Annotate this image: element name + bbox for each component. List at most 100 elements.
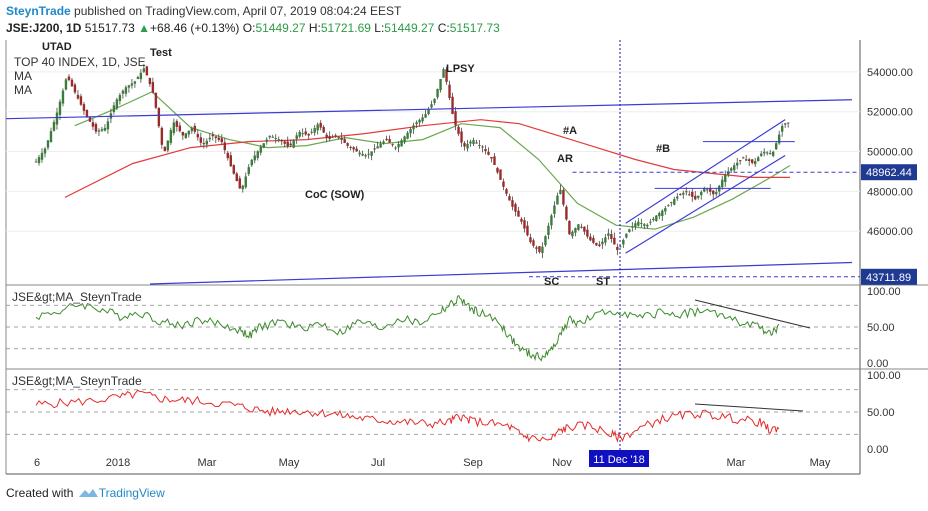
candle-body (771, 151, 775, 156)
candle-body (751, 159, 754, 163)
oscillator-lines (35, 294, 780, 443)
candle-body (706, 189, 709, 191)
price-grid (6, 71, 860, 232)
candle-body (661, 210, 664, 217)
footer: Created with TradingView (6, 486, 165, 500)
candle-body (406, 132, 409, 139)
annotation-label: AR (557, 153, 573, 165)
candle-body (451, 96, 454, 114)
candle-body (484, 149, 487, 152)
publish-info: published on TradingView.com, April 07, … (74, 4, 402, 18)
candle-body (163, 146, 167, 152)
oscillator-title: JSE&gt;MA_SteynTrade (12, 290, 142, 304)
price-y-tick: 48000.00 (867, 186, 913, 198)
candle-body (121, 90, 125, 94)
candle-body (493, 156, 496, 166)
candle-body (783, 123, 787, 125)
candle-body (379, 143, 382, 148)
candle-body (412, 125, 415, 130)
candle-body (166, 140, 170, 151)
footer-brand[interactable]: TradingView (98, 486, 165, 500)
candle-body (124, 87, 128, 94)
candle-body (655, 215, 658, 221)
candle-body (88, 117, 92, 122)
candle-body (526, 225, 529, 236)
candle-body (358, 152, 361, 155)
annotation-label: SC (544, 276, 559, 288)
tradingview-cloud-icon (78, 489, 98, 497)
legend-ma-slow[interactable]: MA (14, 83, 32, 97)
candle-body (457, 126, 460, 134)
candle-body (646, 224, 649, 227)
candle-body (736, 162, 739, 166)
candle-body (418, 119, 421, 123)
candle-body (127, 85, 131, 88)
up-arrow-icon: ▲ (138, 21, 151, 35)
candle-body (199, 137, 203, 143)
crosshair-date: 11 Dec '18 (593, 454, 644, 466)
publisher-username[interactable]: SteynTrade (6, 4, 71, 18)
candle-body (727, 171, 730, 176)
candle-body (721, 179, 724, 188)
candle-body (400, 140, 403, 147)
candle-body (643, 224, 646, 226)
candle-body (334, 135, 337, 137)
candle-body (58, 101, 62, 115)
candle-body (535, 247, 538, 249)
candle-body (556, 195, 559, 205)
annotation-label: LPSY (446, 63, 475, 75)
candle-body (325, 134, 328, 138)
x-axis-tick: May (279, 457, 300, 469)
x-axis-tick: Jul (371, 457, 385, 469)
candle-body (187, 130, 191, 135)
candle-body (154, 92, 158, 108)
x-axis-tick: Sep (463, 457, 483, 469)
candle-body (145, 66, 149, 76)
candle-body (490, 157, 493, 159)
annotation-label: Test (150, 47, 172, 59)
candle-body (40, 152, 44, 160)
candle-body (313, 128, 316, 133)
candle-body (76, 94, 80, 99)
legend-ma-fast[interactable]: MA (14, 69, 32, 83)
candle-body (697, 195, 700, 198)
x-axis-tick: Nov (552, 457, 572, 469)
candle-body (667, 205, 670, 207)
candle-body (616, 246, 619, 251)
candle-body (604, 237, 607, 243)
candle-body (136, 77, 140, 80)
candle-body (703, 188, 706, 192)
candle-body (262, 143, 265, 148)
candle-body (55, 112, 59, 125)
candle-body (328, 136, 331, 139)
candle-body (538, 246, 541, 252)
candle-body (478, 145, 481, 147)
candle-body (562, 189, 565, 205)
candle-body (733, 165, 736, 171)
candle-body (628, 229, 631, 233)
candle-body (37, 157, 41, 164)
oscillator-title: JSE&gt;MA_SteynTrade (12, 374, 142, 388)
low-value: 51449.27 (384, 21, 435, 35)
candle-body (715, 191, 718, 195)
candle-body (217, 137, 220, 140)
candle-body (265, 139, 268, 142)
candle-body (214, 136, 217, 138)
candle-body (373, 148, 376, 150)
candle-body (274, 138, 277, 139)
candle-body (388, 139, 391, 143)
candle-body (619, 246, 622, 248)
candle-body (70, 79, 74, 87)
channel-upper-line (625, 119, 786, 224)
candle-body (397, 143, 400, 148)
ohlc-header: JSE:J200, 1D 51517.73 ▲+68.46 (+0.13%) O… (6, 21, 500, 35)
candle-body (100, 129, 104, 131)
price-label-text: 43711.89 (866, 272, 911, 284)
candle-body (364, 155, 367, 157)
x-axis-tick: 2018 (106, 457, 130, 469)
ma-line (74, 91, 791, 230)
candle-body (759, 153, 763, 156)
symbol-label: JSE:J200, 1D (6, 21, 82, 35)
candle-body (739, 160, 742, 162)
